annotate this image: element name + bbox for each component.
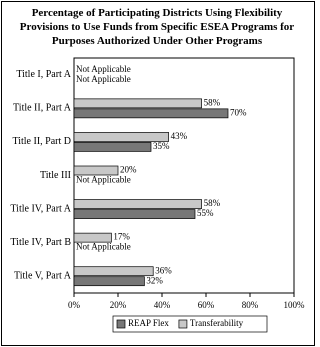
category-label: Title IV, Part B [10,237,71,248]
x-tick-label: 20% [110,300,127,310]
bar [73,132,169,142]
legend-label: Transferability [190,318,244,328]
plot-frame [73,57,295,294]
value-label: Not Applicable [76,242,131,252]
category-label: Title IV, Part A [10,203,71,214]
legend-swatch [178,319,188,329]
value-label: 17% [113,232,130,242]
value-label: 58% [204,198,221,208]
value-label: Not Applicable [76,64,131,74]
value-label: 43% [171,131,188,141]
x-tick-label: 40% [154,300,171,310]
bar [73,108,229,119]
bar [73,142,152,152]
category-label: Title II, Part A [13,103,72,114]
x-tick-label: 60% [198,300,215,310]
legend-box [112,315,268,333]
bar [73,98,202,109]
chart-title: Percentage of Participating Districts Us… [19,7,295,47]
category-label: Title I, Part A [16,69,71,80]
value-label: Not Applicable [76,175,131,185]
value-label: 35% [153,141,170,151]
bar [73,209,196,219]
category-label: Title III [40,170,71,181]
bar [73,276,145,287]
value-label: 32% [146,275,163,285]
x-tick-label: 0% [68,300,81,310]
value-label: 58% [204,97,221,107]
value-label: 55% [197,208,214,218]
value-label: 70% [230,107,247,117]
category-label: Title V, Part A [14,271,72,282]
bar [73,199,202,209]
bar [73,165,119,176]
x-tick-label: 80% [242,300,259,310]
value-label: 20% [120,165,137,175]
value-label: 36% [155,265,172,275]
value-label: Not Applicable [76,74,131,84]
category-label: Title II, Part D [12,136,71,147]
legend-swatch [116,319,126,329]
chart-border [1,1,315,346]
x-tick-label: 100% [284,300,306,310]
legend-label: REAP Flex [128,318,169,328]
bar [73,266,154,277]
bar [73,232,112,243]
